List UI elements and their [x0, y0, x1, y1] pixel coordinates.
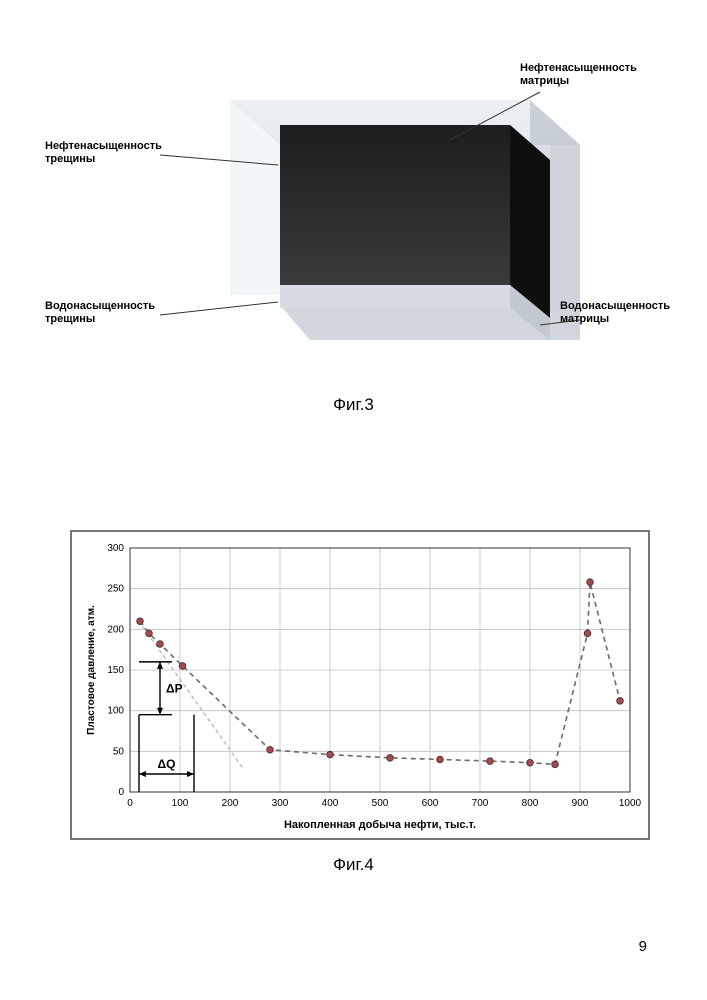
- fig3-container: Нефтенасыщенностьтрещины Нефтенасыщеннос…: [120, 70, 620, 370]
- page: Нефтенасыщенностьтрещины Нефтенасыщеннос…: [0, 0, 707, 1000]
- fig4-chart: 0 100 200 300 400 500 600 700 800 900 1000 0 50 100 15…: [78, 538, 642, 834]
- svg-text:1000: 1000: [619, 798, 642, 809]
- svg-text:900: 900: [572, 798, 589, 809]
- svg-text:300: 300: [107, 543, 124, 554]
- svg-text:50: 50: [113, 746, 125, 757]
- svg-text:500: 500: [372, 798, 389, 809]
- fig3-label-top-left: Нефтенасыщенностьтрещины: [45, 140, 175, 165]
- svg-text:0: 0: [127, 798, 133, 809]
- fig3-diagram: [120, 70, 620, 370]
- svg-text:400: 400: [322, 798, 339, 809]
- fig3-stage: Нефтенасыщенностьтрещины Нефтенасыщеннос…: [120, 70, 620, 370]
- svg-text:800: 800: [522, 798, 539, 809]
- svg-text:Пластовое давление, атм.: Пластовое давление, атм.: [86, 605, 97, 735]
- svg-text:250: 250: [107, 584, 124, 595]
- fig3-label-bottom-right: Водонасыщенностьматрицы: [560, 300, 700, 325]
- fig4-caption: Фиг.4: [0, 855, 707, 875]
- svg-text:100: 100: [107, 706, 124, 717]
- svg-text:200: 200: [107, 624, 124, 635]
- svg-text:Накопленная добыча нефти, тыс.: Накопленная добыча нефти, тыс.т.: [284, 819, 476, 831]
- fig3-label-bottom-left: Водонасыщенностьтрещины: [45, 300, 175, 325]
- svg-text:600: 600: [422, 798, 439, 809]
- svg-text:ΔP: ΔP: [166, 681, 183, 695]
- svg-text:ΔQ: ΔQ: [158, 757, 176, 771]
- svg-text:200: 200: [222, 798, 239, 809]
- fig3-caption: Фиг.3: [0, 395, 707, 415]
- svg-text:0: 0: [118, 787, 124, 798]
- fig3-label-top-right: Нефтенасыщенностьматрицы: [520, 62, 660, 87]
- page-number: 9: [639, 938, 647, 955]
- svg-text:150: 150: [107, 665, 124, 676]
- svg-text:300: 300: [272, 798, 289, 809]
- fig4-plot: 0 100 200 300 400 500 600 700 800 900 1000 0 50 100 15…: [78, 538, 642, 834]
- svg-text:100: 100: [172, 798, 189, 809]
- svg-text:700: 700: [472, 798, 489, 809]
- fig4-frame: 0 100 200 300 400 500 600 700 800 900 1000 0 50 100 15…: [70, 530, 650, 840]
